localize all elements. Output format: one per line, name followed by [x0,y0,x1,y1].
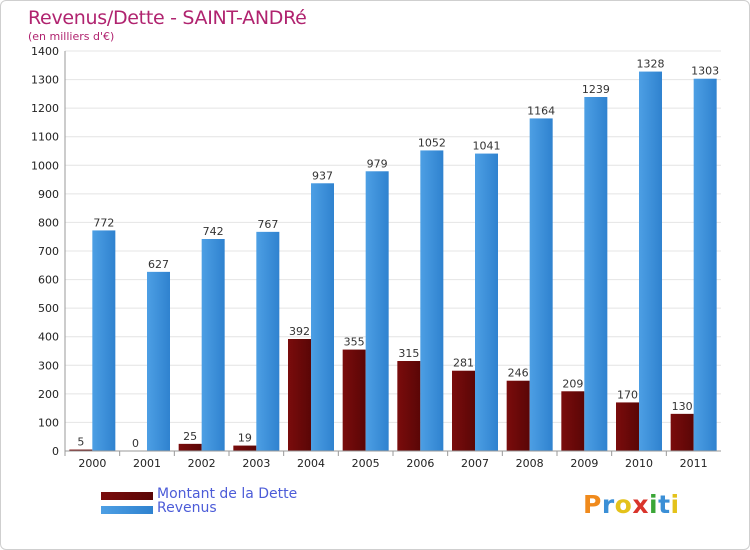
dette-bar-2005 [342,349,366,451]
y-tick-label: 800 [38,216,59,229]
chart-subtitle: (en milliers d'€) [28,30,115,43]
revenus-bar-2002 [201,239,225,451]
dette-value-2000: 5 [77,436,84,449]
dette-bar-2006 [397,361,421,451]
dette-bar-2009 [561,391,585,451]
logo-letter: o [614,490,633,519]
revenus-bar-2010 [639,71,662,452]
dette-bar-2007 [452,370,475,451]
dette-value-2007: 281 [453,357,474,370]
x-tick-label: 2009 [570,457,598,470]
revenus-value-2002: 742 [203,225,224,238]
dette-value-2001: 0 [132,437,139,450]
y-tick-label: 400 [38,331,59,344]
revenus-bar-2001 [147,271,170,451]
dette-value-2006: 315 [398,347,419,360]
x-tick-label: 2007 [461,457,489,470]
y-tick-label: 1100 [31,131,59,144]
revenus-bar-2003 [256,231,280,451]
revenus-value-2008: 1164 [527,104,555,117]
y-tick-label: 700 [38,245,59,258]
x-tick-label: 2003 [242,457,270,470]
y-tick-label: 1400 [31,45,59,58]
y-tick-label: 200 [38,388,59,401]
logo-letter: i [649,490,659,519]
x-tick-label: 2001 [133,457,161,470]
x-tick-label: 2004 [297,457,325,470]
logo-letter: x [632,490,649,519]
dette-bar-2010 [616,402,639,451]
x-tick-label: 2011 [680,457,708,470]
dette-value-2010: 170 [617,388,638,401]
revenus-value-2006: 1052 [418,136,446,149]
y-tick-label: 1200 [31,102,59,115]
proxiti-logo: Proxiti [583,490,680,519]
revenus-bar-2000 [92,230,116,451]
chart-title: Revenus/Dette - SAINT-ANDRé [28,7,307,29]
revenus-bar-2009 [584,97,608,451]
revenus-bar-2008 [529,118,553,451]
revenus-value-2004: 937 [312,169,333,182]
revenus-value-2007: 1041 [473,140,501,153]
revenus-value-2003: 767 [257,218,278,231]
dette-value-2004: 392 [289,325,310,338]
dette-bar-2000 [69,449,93,451]
dette-value-2008: 246 [508,367,529,380]
dette-bar-2003 [233,445,257,451]
y-tick-label: 1300 [31,74,59,87]
y-tick-label: 500 [38,302,59,315]
logo-letter: i [670,490,680,519]
bar-chart: 0 100 200 300 400 500 600 700 800 900 1000 1100 1200… [31,45,721,470]
legend-swatch-revenus [101,506,153,514]
revenus-value-2001: 627 [148,258,169,271]
y-tick-label: 100 [38,416,59,429]
revenus-bar-2007 [475,153,498,452]
y-tick-label: 900 [38,188,59,201]
dette-value-2009: 209 [562,377,583,390]
x-tick-label: 2006 [406,457,434,470]
legend-label-revenus: Revenus [157,500,217,516]
revenus-value-2009: 1239 [582,83,610,96]
y-tick-label: 0 [52,445,59,458]
revenus-bar-2011 [693,78,717,451]
x-tick-label: 2008 [516,457,544,470]
legend-label-dette: Montant de la Dette [157,486,298,502]
logo-letter: t [658,490,671,519]
revenus-value-2011: 1303 [691,65,719,78]
y-tick-label: 300 [38,359,59,372]
y-tick-label: 1000 [31,159,59,172]
revenus-bar-2004 [311,183,334,452]
dette-value-2005: 355 [344,336,365,349]
dette-bar-2004 [288,339,311,451]
dette-bar-2008 [506,380,530,451]
x-tick-label: 2000 [78,457,106,470]
logo-letter: r [601,490,615,519]
dette-bar-2011 [670,413,694,451]
x-tick-label: 2010 [625,457,653,470]
x-tick-label: 2005 [352,457,380,470]
y-tick-label: 600 [38,274,59,287]
x-tick-label: 2002 [188,457,216,470]
dette-bar-2002 [178,443,202,451]
dette-value-2002: 25 [183,430,197,443]
revenus-value-2000: 772 [93,216,114,229]
revenus-bar-2005 [365,171,389,452]
dette-value-2011: 130 [672,400,693,413]
revenus-value-2010: 1328 [637,58,665,71]
revenus-bar-2006 [420,150,444,451]
dette-value-2003: 19 [238,432,252,445]
revenus-value-2005: 979 [367,157,388,170]
legend-swatch-dette [101,492,153,500]
logo-letter: P [583,490,602,519]
